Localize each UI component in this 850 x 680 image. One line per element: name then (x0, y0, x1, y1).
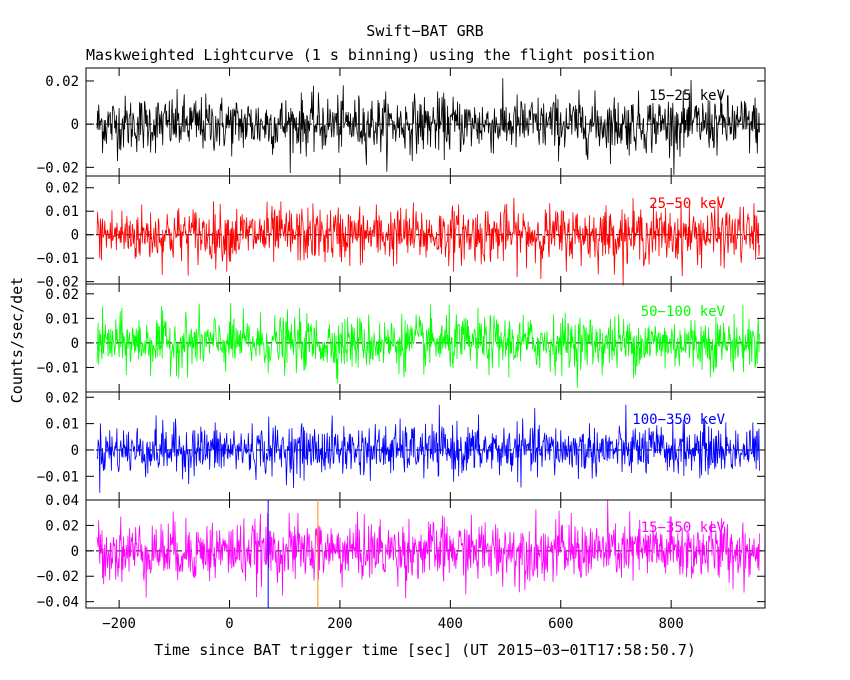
panels-group: 0.02 0 −0.02 15−25 keV 0.02 0.01 0 −0.01 −0.02 25… (37, 67, 766, 632)
band-label-4: 100−350 keV (632, 412, 725, 428)
y-tick-label: 0.01 (45, 311, 79, 327)
y-tick-label: 0 (71, 544, 79, 560)
y-tick-label: 0.02 (45, 518, 79, 534)
band-label-1: 15−25 keV (649, 88, 725, 104)
y-tick-label: −0.01 (37, 469, 79, 485)
band-label-5: 15−350 keV (641, 520, 726, 536)
y-tick-label: 0.02 (45, 287, 79, 303)
x-tick-label: −200 (102, 616, 136, 632)
y-tick-label: 0.04 (45, 493, 79, 509)
series-line-2 (96, 195, 760, 286)
x-tick-label: 200 (327, 616, 352, 632)
series-line-1 (96, 78, 760, 175)
x-tick-label: 600 (548, 616, 573, 632)
y-tick-label: 0.02 (45, 74, 79, 90)
x-tick-label: 800 (659, 616, 684, 632)
y-axis-label: Counts/sec/det (8, 277, 26, 403)
y-tick-label: −0.02 (37, 160, 79, 176)
y-tick-label: 0.01 (45, 417, 79, 433)
y-tick-label: 0.01 (45, 204, 79, 220)
y-tick-label: 0 (71, 228, 79, 244)
panel-frame-5 (85, 499, 766, 609)
y-tick-label: 0.02 (45, 390, 79, 406)
y-tick-label: −0.04 (37, 595, 79, 611)
y-tick-label: −0.01 (37, 360, 79, 376)
y-tick-label: 0 (71, 117, 79, 133)
y-tick-label: −0.02 (37, 569, 79, 585)
y-tick-label: −0.01 (37, 251, 79, 267)
series-line-5 (96, 500, 760, 599)
y-tick-label: −0.02 (37, 275, 79, 291)
y-tick-label: 0.02 (45, 181, 79, 197)
band-label-3: 50−100 keV (641, 304, 726, 320)
x-tick-label: 400 (438, 616, 463, 632)
x-tick-label: 0 (225, 616, 233, 632)
series-line-4 (96, 404, 760, 493)
band-label-2: 25−50 keV (649, 196, 725, 212)
chart-subtitle: Maskweighted Lightcurve (1 s binning) us… (86, 46, 655, 64)
series-line-3 (96, 302, 760, 388)
x-axis-label: Time since BAT trigger time [sec] (UT 20… (154, 641, 696, 659)
y-tick-label: 0 (71, 443, 79, 459)
y-tick-label: 0 (71, 336, 79, 352)
chart-title: Swift−BAT GRB (366, 22, 483, 40)
